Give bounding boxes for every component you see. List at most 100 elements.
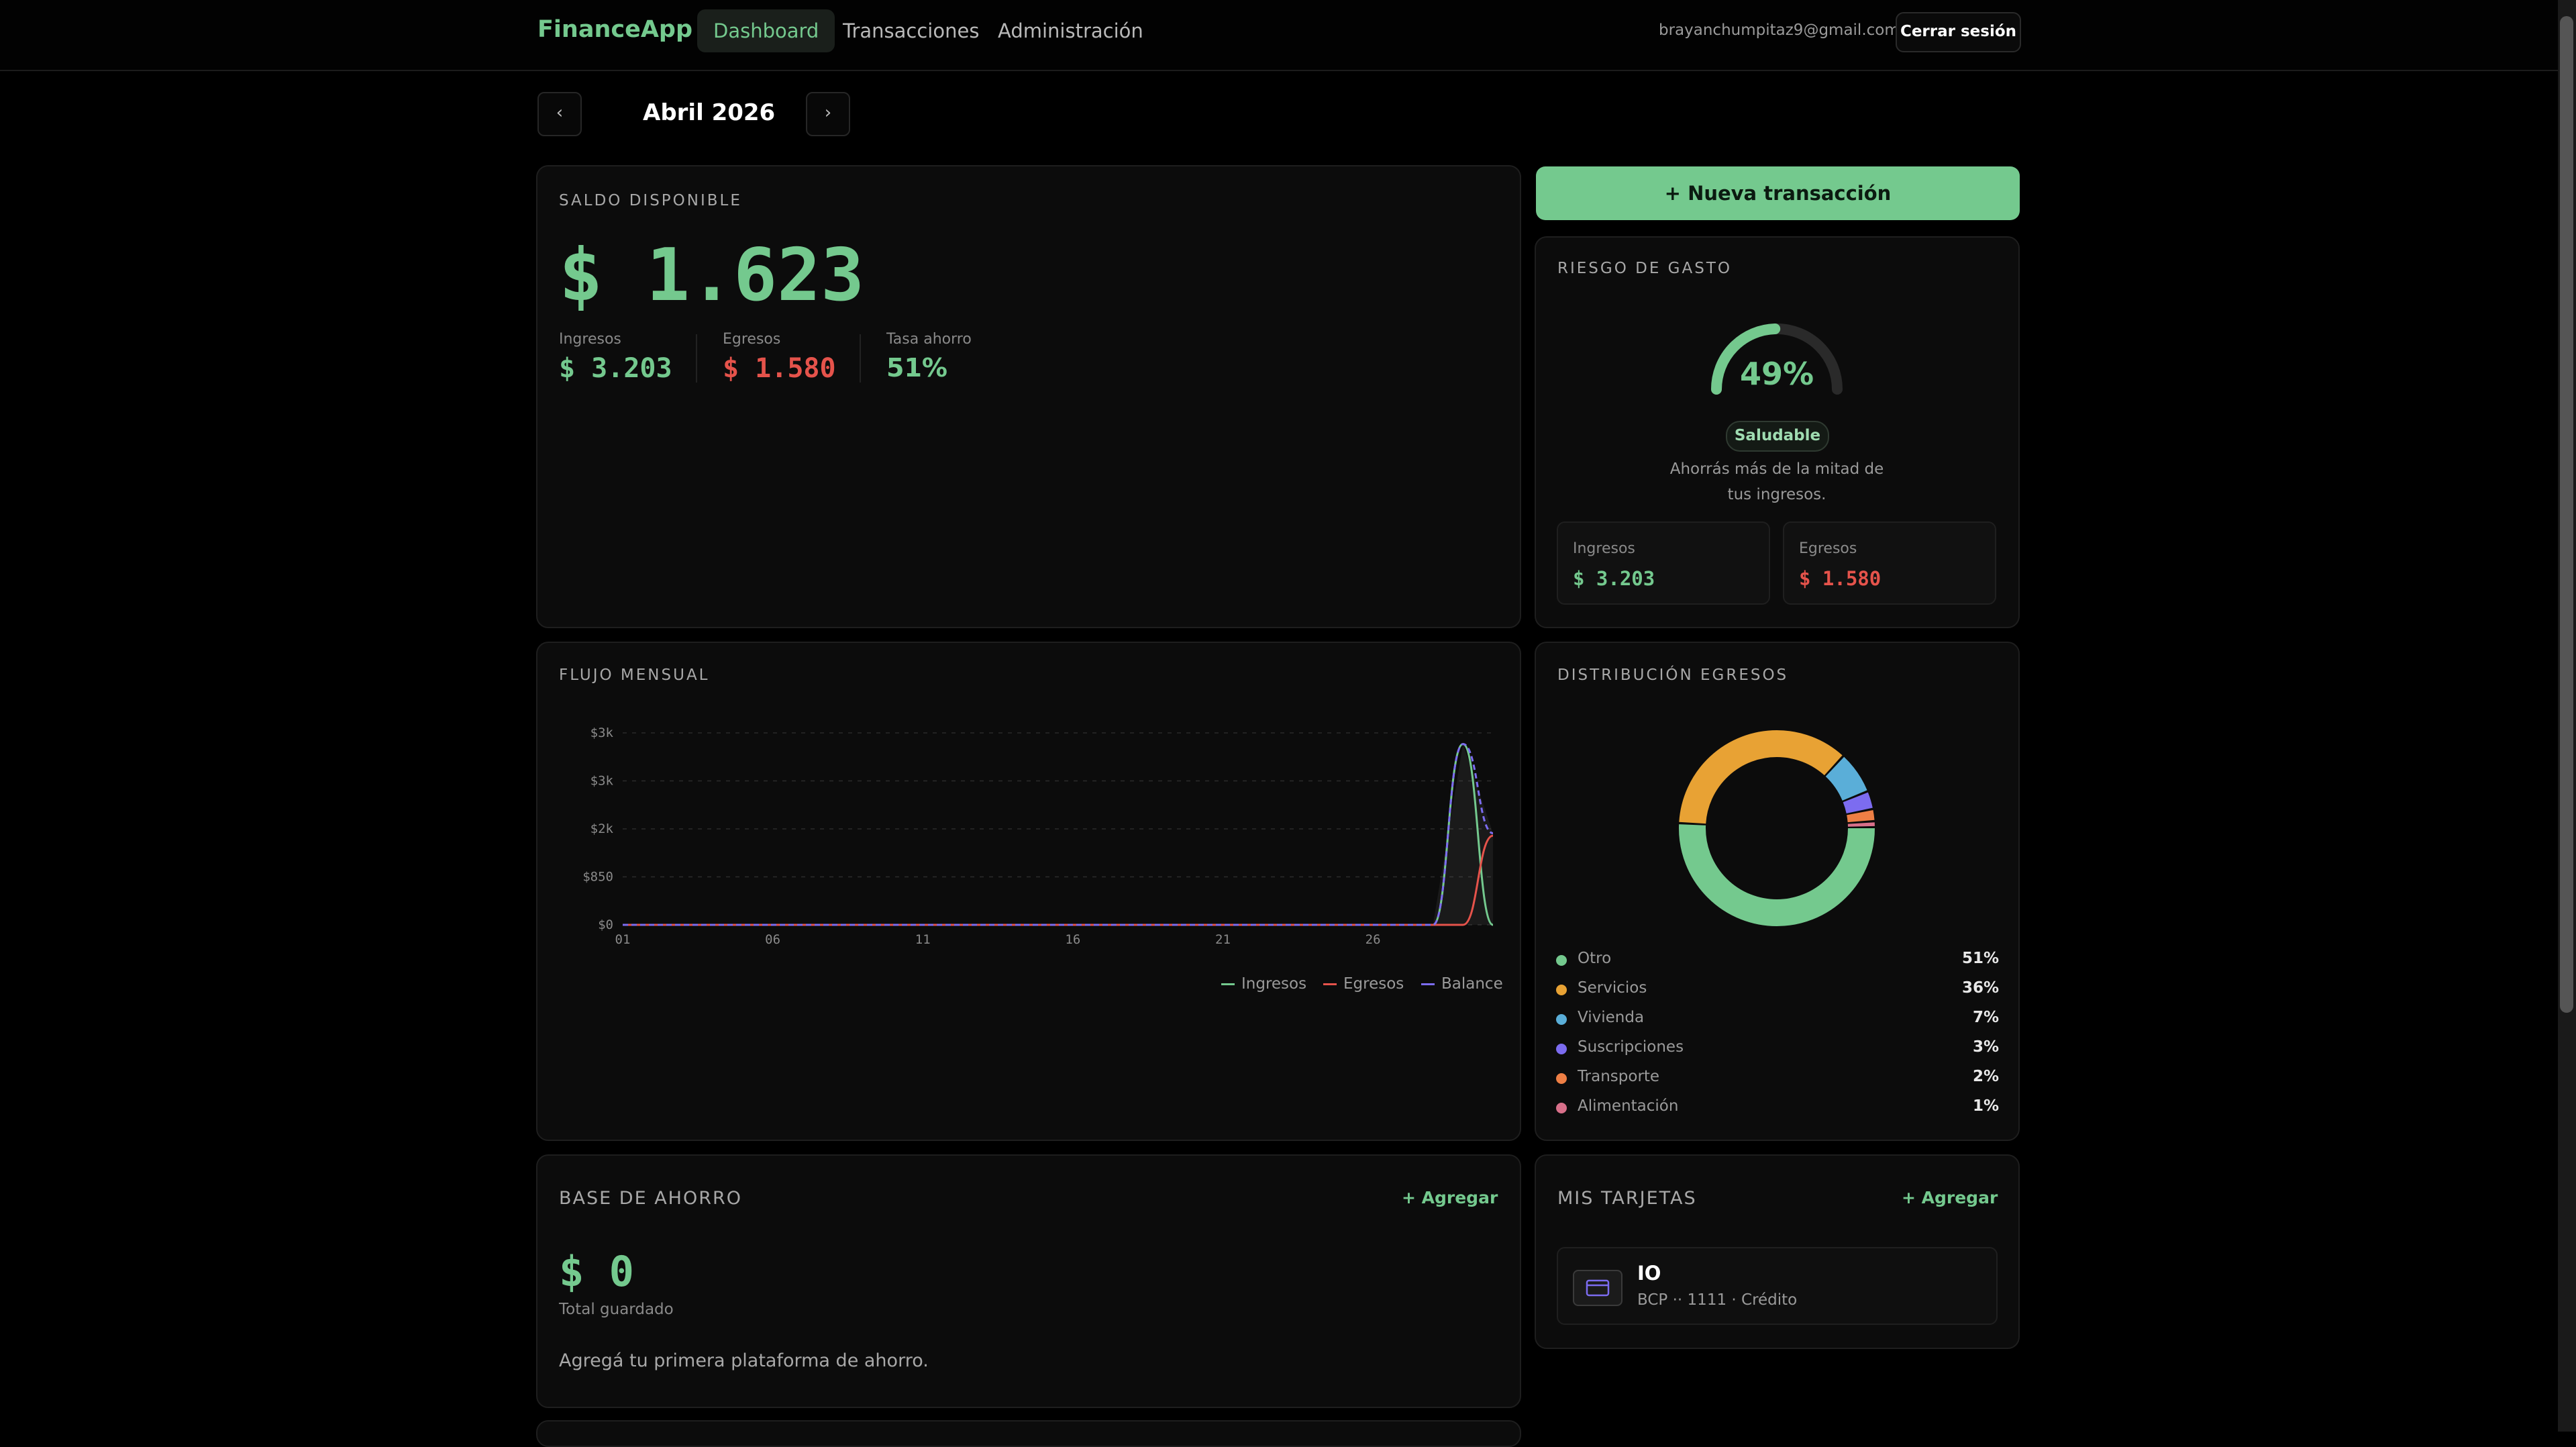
y-tick-label: $850	[582, 870, 613, 885]
stat-tasa-label: Tasa ahorro	[886, 331, 972, 348]
nav-administracion[interactable]: Administración	[998, 19, 1143, 42]
x-tick-label: 06	[765, 932, 780, 947]
legend-label: Balance	[1441, 975, 1503, 993]
risk-message: Ahorrás más de la mitad de tus ingresos.	[1657, 456, 1896, 507]
risk-ingresos-box: Ingresos $ 3.203	[1557, 521, 1770, 605]
risk-egresos-value: $ 1.580	[1799, 567, 1882, 590]
gauge-fill	[1711, 323, 1781, 395]
legend-percent: 7%	[1972, 1009, 1999, 1026]
risk-percent: 49%	[1739, 356, 1814, 392]
legend-item: Transporte 2%	[1556, 1066, 1999, 1093]
y-tick-label: $3k	[590, 726, 614, 740]
y-tick-label: $3k	[590, 774, 614, 789]
legend-swatch	[1221, 983, 1235, 985]
stat-egresos: Egresos $ 1.580	[723, 331, 836, 384]
legend-swatch	[1421, 983, 1435, 985]
legend-dot	[1556, 1044, 1567, 1054]
legend-label: Egresos	[1343, 975, 1404, 993]
risk-message-line: Ahorrás más de la mitad de	[1669, 460, 1884, 478]
x-tick-label: 01	[615, 932, 631, 947]
legend-ingresos: Ingresos	[1221, 975, 1306, 993]
distribution-title: DISTRIBUCIÓN EGRESOS	[1557, 666, 1789, 684]
add-card-button[interactable]: + Agregar	[1902, 1188, 1998, 1207]
logout-button[interactable]: Cerrar sesión	[1896, 12, 2021, 52]
donut-slice	[1679, 730, 1875, 926]
series-line-ingresos	[623, 743, 1494, 926]
add-savings-button[interactable]: + Agregar	[1402, 1188, 1498, 1207]
legend-item: Vivienda 7%	[1556, 1007, 1999, 1034]
legend-dot	[1556, 955, 1567, 966]
legend-dot	[1556, 985, 1567, 995]
month-label: Abril 2026	[643, 99, 776, 126]
risk-gauge	[1711, 323, 1843, 395]
series-line-egresos	[623, 834, 1494, 926]
flow-card: FLUJO MENSUAL	[536, 642, 1521, 1141]
legend-dot	[1556, 1103, 1567, 1113]
stat-tasa-value: 51%	[886, 353, 947, 383]
distribution-donut	[1679, 730, 1875, 926]
legend-name: Alimentación	[1578, 1097, 1679, 1115]
legend-balance: Balance	[1421, 975, 1503, 993]
cards-title: MIS TARJETAS	[1557, 1188, 1697, 1209]
legend-name: Suscripciones	[1578, 1038, 1684, 1056]
risk-title: RIESGO DE GASTO	[1557, 260, 1732, 277]
divider	[696, 334, 697, 383]
flow-title: FLUJO MENSUAL	[559, 666, 710, 684]
savings-total-label: Total guardado	[559, 1301, 674, 1318]
next-card	[536, 1420, 1521, 1447]
card-detail: BCP ·· 1111 · Crédito	[1637, 1291, 1798, 1309]
legend-percent: 3%	[1972, 1038, 1999, 1056]
savings-card: BASE DE AHORRO + Agregar $ 0 Total guard…	[536, 1154, 1521, 1408]
savings-title: BASE DE AHORRO	[559, 1188, 743, 1209]
x-tick-label: 21	[1215, 932, 1231, 947]
new-transaction-button[interactable]: + Nueva transacción	[1536, 166, 2020, 220]
balance-card: SALDO DISPONIBLE $ 1.623 Ingresos $ 3.20…	[536, 165, 1521, 628]
legend-dot	[1556, 1073, 1567, 1084]
app-logo[interactable]: FinanceApp	[537, 16, 693, 43]
divider	[860, 334, 861, 383]
legend-name: Servicios	[1578, 979, 1647, 997]
stat-egresos-value: $ 1.580	[723, 353, 836, 384]
legend-name: Otro	[1578, 950, 1612, 967]
donut-slice	[1679, 730, 1875, 926]
risk-egresos-label: Egresos	[1799, 540, 1857, 557]
legend-percent: 36%	[1961, 979, 1999, 997]
legend-item: Servicios 36%	[1556, 978, 1999, 1005]
nav-transacciones[interactable]: Transacciones	[843, 19, 980, 42]
nav-dashboard[interactable]: Dashboard	[697, 9, 835, 52]
x-tick-label: 16	[1065, 932, 1080, 947]
legend-item: Suscripciones 3%	[1556, 1037, 1999, 1064]
legend-egresos: Egresos	[1323, 975, 1404, 993]
flow-chart: $0 $850 $2k $3k $3k 01 06 11 16 21 26	[582, 726, 1494, 947]
card-name: IO	[1637, 1262, 1661, 1285]
y-tick-label: $2k	[590, 821, 614, 836]
stat-ingresos: Ingresos $ 3.203	[559, 331, 672, 384]
stat-ingresos-value: $ 3.203	[559, 353, 672, 384]
x-tick-label: 26	[1366, 932, 1381, 947]
distribution-card: DISTRIBUCIÓN EGRESOS	[1535, 642, 2020, 1141]
legend-percent: 1%	[1972, 1097, 1999, 1115]
risk-ingresos-value: $ 3.203	[1573, 567, 1655, 590]
series-line-balance	[623, 743, 1494, 926]
card-item[interactable]: IO BCP ·· 1111 · Crédito	[1557, 1247, 1998, 1325]
legend-item: Alimentación 1%	[1556, 1096, 1999, 1123]
legend-name: Vivienda	[1578, 1009, 1645, 1026]
legend-percent: 51%	[1961, 950, 1999, 967]
status-badge: Saludable	[1726, 421, 1829, 452]
legend-label: Ingresos	[1241, 975, 1307, 993]
next-month-button[interactable]: ›	[806, 92, 850, 136]
risk-message-line: tus ingresos.	[1727, 486, 1826, 503]
legend-swatch	[1323, 983, 1337, 985]
legend-percent: 2%	[1972, 1068, 1999, 1085]
balance-amount: $ 1.623	[559, 234, 865, 317]
stat-ingresos-label: Ingresos	[559, 331, 621, 348]
stat-tasa: Tasa ahorro 51%	[886, 331, 972, 383]
legend-item: Otro 51%	[1556, 948, 1999, 975]
savings-empty-message: Agregá tu primera plataforma de ahorro.	[559, 1350, 929, 1371]
stat-egresos-label: Egresos	[723, 331, 781, 348]
prev-month-button[interactable]: ‹	[537, 92, 582, 136]
legend-dot	[1556, 1014, 1567, 1025]
y-tick-label: $0	[598, 917, 613, 932]
scrollbar-thumb[interactable]	[2560, 16, 2573, 1013]
balance-area	[623, 744, 1493, 925]
